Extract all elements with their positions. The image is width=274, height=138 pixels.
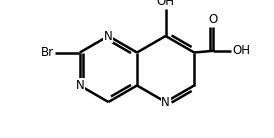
Text: O: O: [208, 13, 218, 26]
Text: N: N: [75, 79, 84, 92]
Text: N: N: [104, 30, 113, 43]
Text: Br: Br: [41, 46, 54, 59]
Text: OH: OH: [156, 0, 175, 8]
Text: N: N: [161, 95, 170, 108]
Text: OH: OH: [232, 44, 250, 57]
